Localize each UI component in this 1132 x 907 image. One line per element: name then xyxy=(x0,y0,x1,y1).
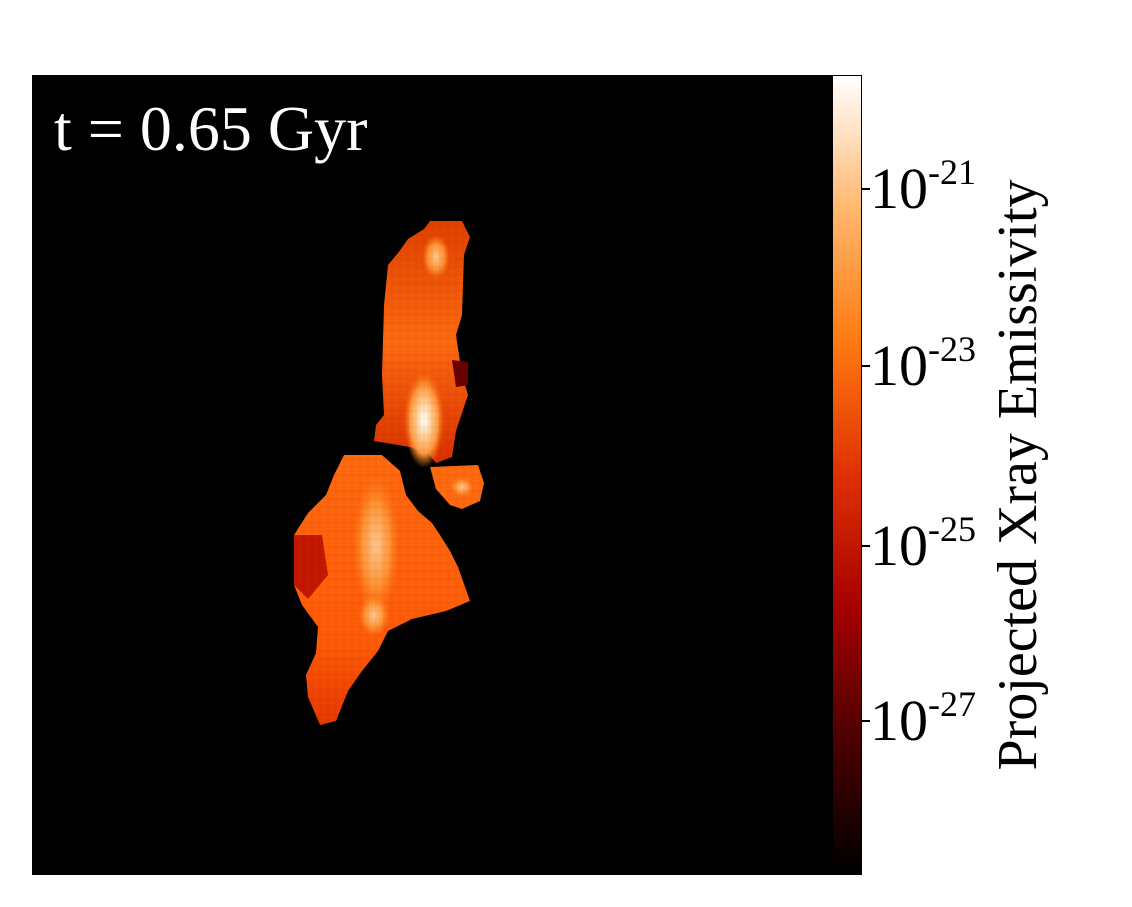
colorbar xyxy=(832,75,862,875)
colorbar-tick xyxy=(862,545,870,547)
emissivity-map xyxy=(32,75,832,875)
colorbar-tick xyxy=(862,365,870,367)
colorbar-tick-label: 10-27 xyxy=(870,684,976,753)
colorbar-tick-label: 10-21 xyxy=(870,152,976,221)
colorbar-tick-label: 10-23 xyxy=(870,329,976,398)
colorbar-tick-label: 10-25 xyxy=(870,509,976,578)
time-label: t = 0.65 Gyr xyxy=(54,93,368,164)
emissivity-map-panel: t = 0.65 Gyr xyxy=(32,75,832,875)
colorbar-label: Projected Xray Emissivity xyxy=(987,179,1049,771)
colorbar-tick xyxy=(862,720,870,722)
colorbar-tick xyxy=(862,188,870,190)
